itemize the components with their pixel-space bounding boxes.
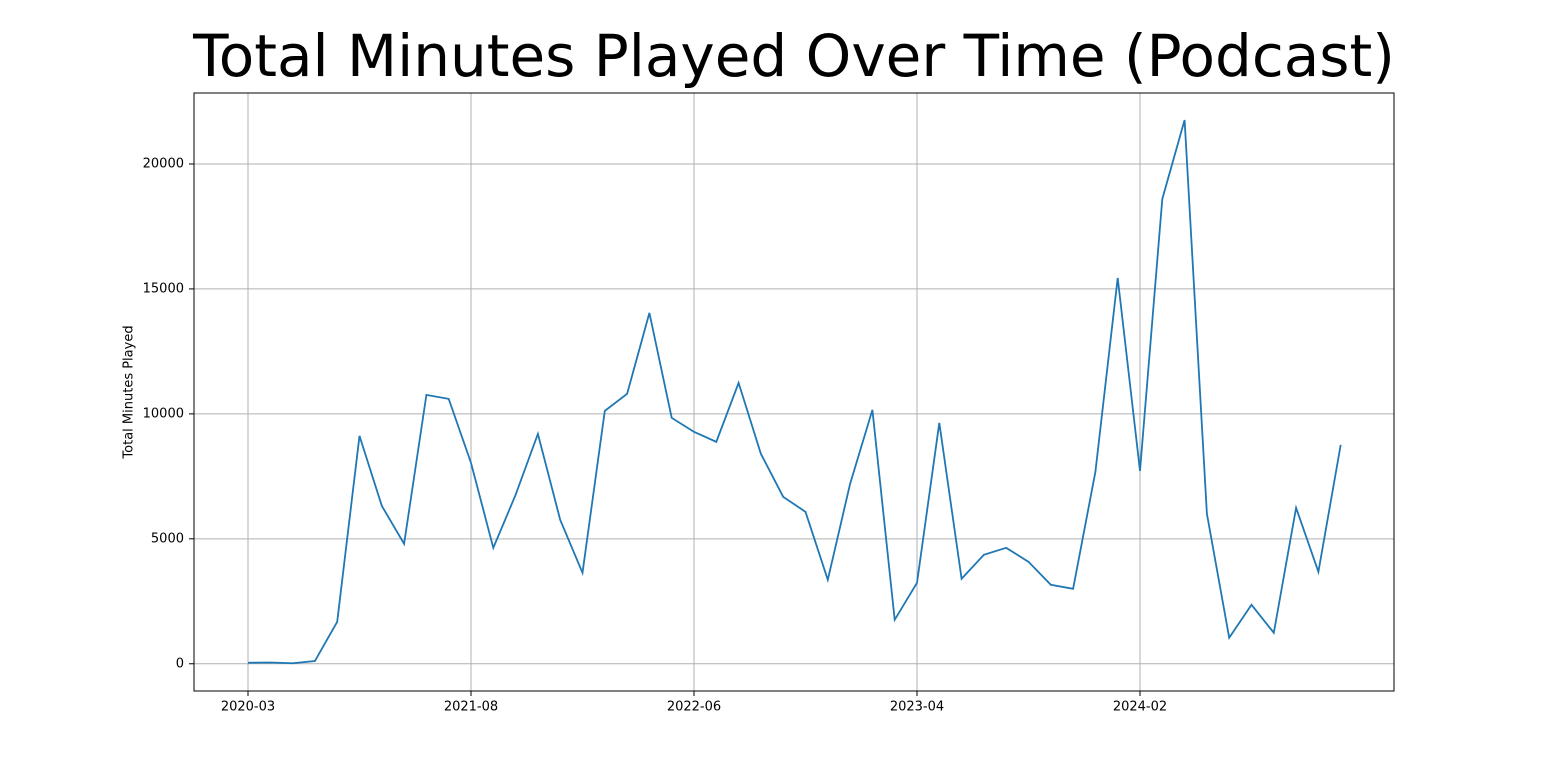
line (247, 119, 1342, 665)
y-tick-label: 5000 (151, 531, 184, 546)
x-tick-label: 2021-08 (444, 700, 498, 715)
chart-title: Total Minutes Played Over Time (Podcast) (192, 22, 1395, 90)
x-tick-label: 2020-03 (221, 700, 275, 715)
y-axis-label: Total Minutes Played (122, 325, 137, 459)
x-tick-label: 2024-02 (1113, 700, 1167, 715)
y-tick-label: 20000 (143, 156, 184, 171)
x-tick-label: 2022-06 (667, 700, 721, 715)
y-tick-label: 0 (176, 656, 184, 671)
plot-frame (193, 92, 1395, 692)
y-tick-label: 10000 (143, 406, 184, 421)
x-tick-label: 2023-04 (890, 700, 944, 715)
y-tick-label: 15000 (143, 281, 184, 296)
